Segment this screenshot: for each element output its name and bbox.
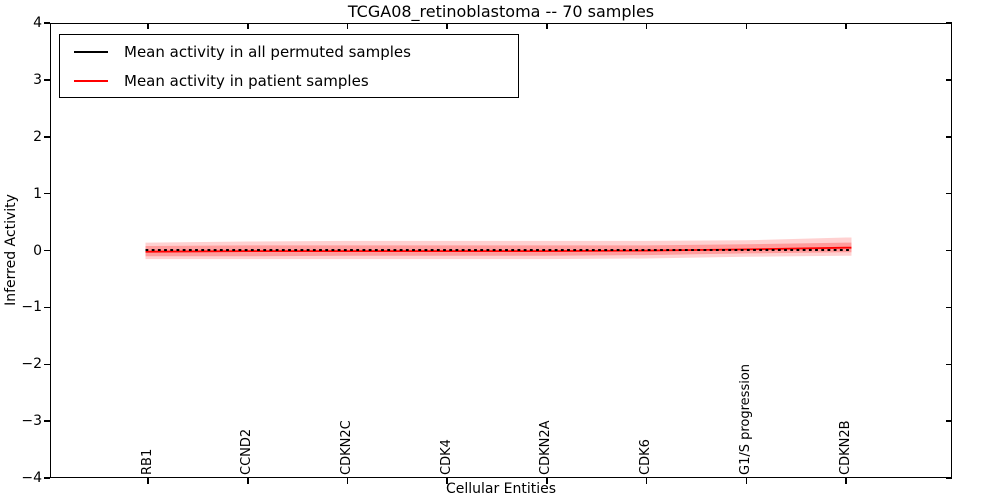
x-axis-tick <box>446 23 448 29</box>
y-tick-label: 0 <box>33 242 42 259</box>
y-tick-label: −1 <box>21 299 42 316</box>
x-tick-label: CCND2 <box>239 428 255 475</box>
x-tick-label: CDK4 <box>438 439 454 475</box>
legend-entry-label: Mean activity in patient samples <box>124 71 369 90</box>
x-axis-tick <box>745 478 748 484</box>
y-axis-tick <box>946 363 952 365</box>
y-axis-tick <box>946 249 952 252</box>
x-axis-tick <box>147 23 149 29</box>
y-axis-tick <box>44 420 50 422</box>
y-axis-tick <box>44 363 50 365</box>
y-tick-label: −2 <box>21 356 42 373</box>
y-axis-tick <box>44 79 50 81</box>
y-axis-tick <box>946 306 952 309</box>
legend-line-sample <box>74 79 108 82</box>
x-axis-tick <box>546 478 548 484</box>
x-axis-tick <box>645 23 648 29</box>
x-tick-label: CDKN2A <box>538 420 554 475</box>
x-tick-label: CDKN2C <box>339 420 355 475</box>
legend: Mean activity in all permuted samples Mea… <box>59 34 519 98</box>
x-axis-tick <box>247 23 249 29</box>
x-axis-tick <box>346 478 349 484</box>
y-axis-tick <box>946 192 952 195</box>
patient-mean-line <box>145 246 852 253</box>
legend-entry: Mean activity in patient samples <box>60 69 518 93</box>
y-axis-tick <box>44 136 50 138</box>
x-tick-label: RB1 <box>139 448 155 475</box>
x-axis-tick <box>745 23 748 29</box>
x-axis-tick <box>147 478 149 484</box>
y-axis-tick <box>946 79 952 81</box>
y-axis-tick <box>44 192 50 195</box>
y-tick-label: 1 <box>33 185 42 202</box>
y-axis-tick <box>946 477 952 479</box>
y-axis-tick <box>44 249 50 252</box>
x-axis-tick <box>346 23 349 29</box>
legend-entry: Mean activity in all permuted samples <box>60 40 518 64</box>
x-axis-tick <box>645 478 648 484</box>
y-tick-label: 3 <box>33 71 42 88</box>
y-tick-label: 2 <box>33 128 42 145</box>
x-axis-tick <box>247 478 249 484</box>
x-tick-label: CDK6 <box>638 439 654 475</box>
x-axis-tick <box>845 23 847 29</box>
y-tick-label: 4 <box>33 15 42 31</box>
data-series-svg <box>145 237 852 260</box>
x-axis-label: Cellular Entities <box>445 481 557 497</box>
chart-title: TCGA08_retinoblastoma -- 70 samples <box>347 2 655 21</box>
y-tick-label: −4 <box>21 470 42 486</box>
x-tick-label: CDKN2B <box>837 420 853 475</box>
x-axis-tick <box>446 478 448 484</box>
y-axis-tick <box>44 306 50 309</box>
y-axis-tick <box>44 22 50 24</box>
band-patient-std-inner <box>145 242 852 257</box>
y-axis-tick <box>44 477 50 479</box>
x-axis-tick <box>546 23 548 29</box>
legend-entry-label: Mean activity in all permuted samples <box>124 42 411 61</box>
y-axis-tick <box>946 136 952 138</box>
band-patient-std-outer <box>145 237 852 260</box>
legend-line-sample <box>74 50 108 53</box>
y-tick-label: −3 <box>21 413 42 430</box>
x-tick-label: G1/S progression <box>737 363 753 475</box>
plot-area <box>50 23 952 478</box>
x-axis-tick <box>845 478 847 484</box>
y-axis-tick <box>946 22 952 24</box>
y-axis-tick <box>946 420 952 422</box>
